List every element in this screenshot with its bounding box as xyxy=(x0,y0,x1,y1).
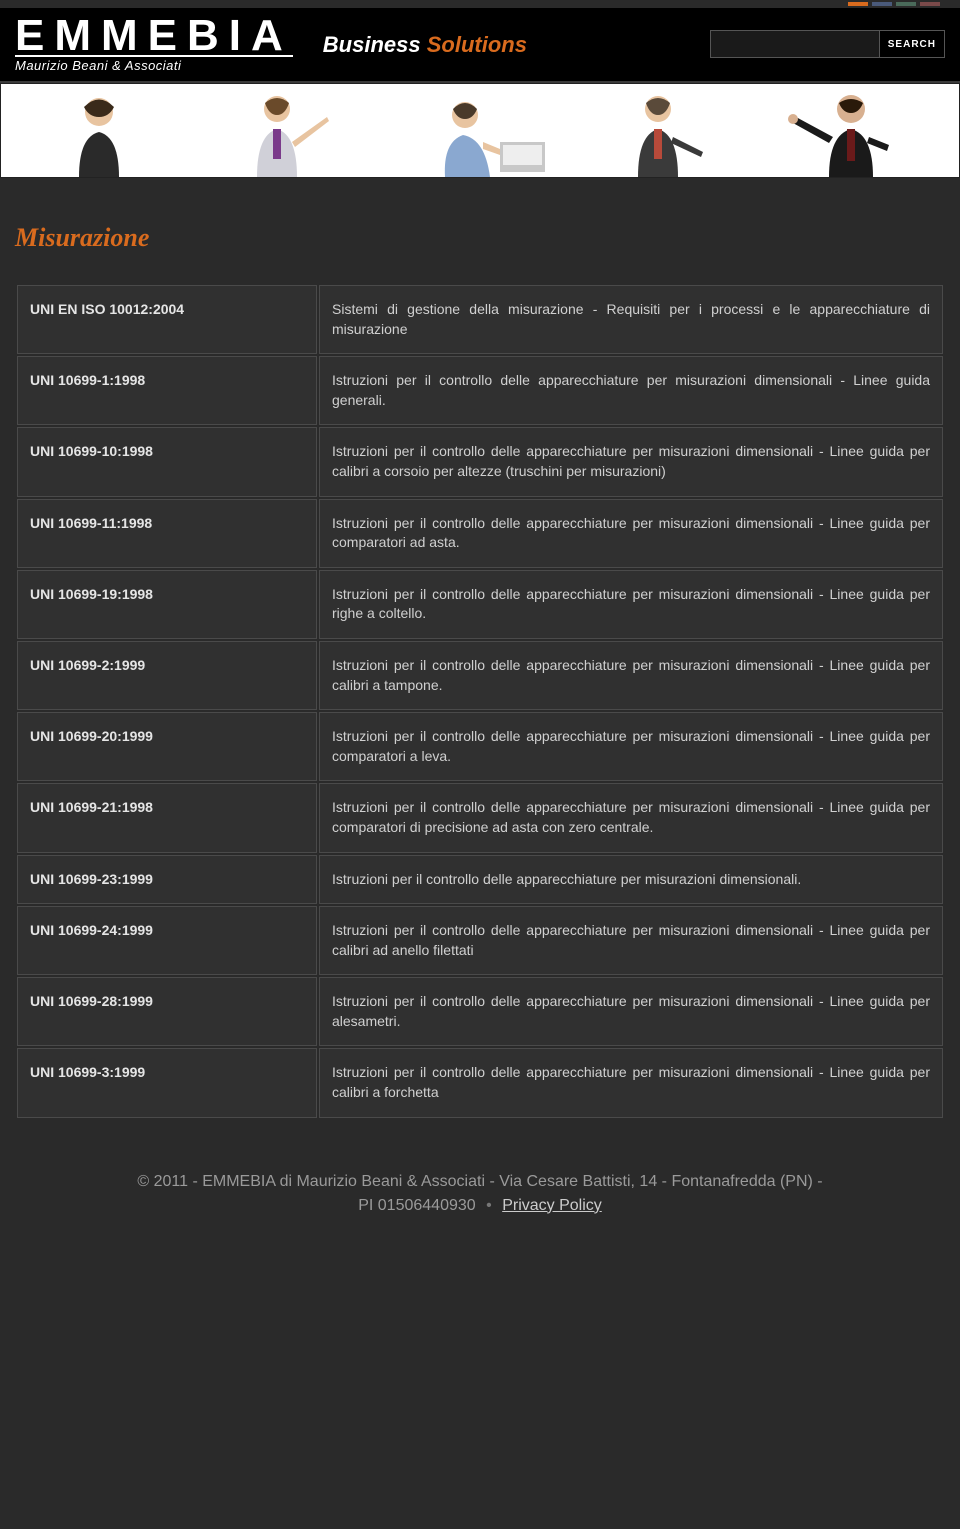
norm-code: UNI 10699-20:1999 xyxy=(17,712,317,781)
norms-table: UNI EN ISO 10012:2004Sistemi di gestione… xyxy=(15,283,945,1120)
tagline-word1: Business xyxy=(323,32,421,57)
search-button[interactable]: SEARCH xyxy=(880,30,945,58)
banner-figure-1 xyxy=(49,87,169,177)
table-row: UNI 10699-11:1998Istruzioni per il contr… xyxy=(17,499,943,568)
search-box: SEARCH xyxy=(710,30,945,58)
footer-line2: PI 01506440930 xyxy=(358,1197,475,1214)
norm-code: UNI 10699-21:1998 xyxy=(17,783,317,852)
table-row: UNI 10699-3:1999Istruzioni per il contro… xyxy=(17,1048,943,1117)
norm-code: UNI 10699-28:1999 xyxy=(17,977,317,1046)
table-row: UNI EN ISO 10012:2004Sistemi di gestione… xyxy=(17,285,943,354)
logo-main-text: EMMEBIA xyxy=(15,16,293,56)
norm-desc: Istruzioni per il controllo delle appare… xyxy=(319,427,943,496)
logo[interactable]: EMMEBIA Maurizio Beani & Associati xyxy=(15,16,293,74)
norm-desc: Istruzioni per il controllo delle appare… xyxy=(319,1048,943,1117)
norm-desc: Istruzioni per il controllo delle appare… xyxy=(319,641,943,710)
flag-2[interactable] xyxy=(872,2,892,6)
norm-code: UNI EN ISO 10012:2004 xyxy=(17,285,317,354)
footer-line1: © 2011 - EMMEBIA di Maurizio Beani & Ass… xyxy=(137,1173,822,1190)
norm-code: UNI 10699-3:1999 xyxy=(17,1048,317,1117)
norm-desc: Istruzioni per il controllo delle appare… xyxy=(319,783,943,852)
page-title: Misurazione xyxy=(15,223,945,253)
table-row: UNI 10699-2:1999Istruzioni per il contro… xyxy=(17,641,943,710)
table-row: UNI 10699-24:1999Istruzioni per il contr… xyxy=(17,906,943,975)
table-row: UNI 10699-20:1999Istruzioni per il contr… xyxy=(17,712,943,781)
tagline: Business Solutions xyxy=(323,32,527,58)
norm-desc: Istruzioni per il controllo delle appare… xyxy=(319,499,943,568)
banner-figure-4 xyxy=(603,87,723,177)
norm-desc: Istruzioni per il controllo delle appare… xyxy=(319,855,943,905)
norm-desc: Istruzioni per il controllo delle appare… xyxy=(319,906,943,975)
flag-1[interactable] xyxy=(848,2,868,6)
table-row: UNI 10699-1:1998Istruzioni per il contro… xyxy=(17,356,943,425)
norm-code: UNI 10699-11:1998 xyxy=(17,499,317,568)
banner-figure-3 xyxy=(405,87,555,177)
norm-code: UNI 10699-1:1998 xyxy=(17,356,317,425)
norm-desc: Istruzioni per il controllo delle appare… xyxy=(319,712,943,781)
table-row: UNI 10699-21:1998Istruzioni per il contr… xyxy=(17,783,943,852)
norm-desc: Sistemi di gestione della misurazione - … xyxy=(319,285,943,354)
norm-code: UNI 10699-23:1999 xyxy=(17,855,317,905)
header-bar: EMMEBIA Maurizio Beani & Associati Busin… xyxy=(0,8,960,83)
norm-code: UNI 10699-2:1999 xyxy=(17,641,317,710)
norm-code: UNI 10699-19:1998 xyxy=(17,570,317,639)
content-area: Misurazione UNI EN ISO 10012:2004Sistemi… xyxy=(0,178,960,1150)
norm-code: UNI 10699-10:1998 xyxy=(17,427,317,496)
table-row: UNI 10699-19:1998Istruzioni per il contr… xyxy=(17,570,943,639)
logo-sub-text: Maurizio Beani & Associati xyxy=(15,55,293,73)
banner-figure-2 xyxy=(217,87,357,177)
norm-desc: Istruzioni per il controllo delle appare… xyxy=(319,356,943,425)
banner-figure-5 xyxy=(771,87,911,177)
footer: © 2011 - EMMEBIA di Maurizio Beani & Ass… xyxy=(0,1150,960,1228)
tagline-word2: Solutions xyxy=(427,32,527,57)
banner xyxy=(0,83,960,178)
footer-separator: • xyxy=(486,1197,492,1214)
privacy-link[interactable]: Privacy Policy xyxy=(502,1197,602,1214)
norm-desc: Istruzioni per il controllo delle appare… xyxy=(319,570,943,639)
table-row: UNI 10699-23:1999Istruzioni per il contr… xyxy=(17,855,943,905)
norm-desc: Istruzioni per il controllo delle appare… xyxy=(319,977,943,1046)
flag-4[interactable] xyxy=(920,2,940,6)
search-input[interactable] xyxy=(710,30,880,58)
norm-code: UNI 10699-24:1999 xyxy=(17,906,317,975)
table-row: UNI 10699-28:1999Istruzioni per il contr… xyxy=(17,977,943,1046)
top-strip xyxy=(0,0,960,8)
table-row: UNI 10699-10:1998Istruzioni per il contr… xyxy=(17,427,943,496)
flag-3[interactable] xyxy=(896,2,916,6)
